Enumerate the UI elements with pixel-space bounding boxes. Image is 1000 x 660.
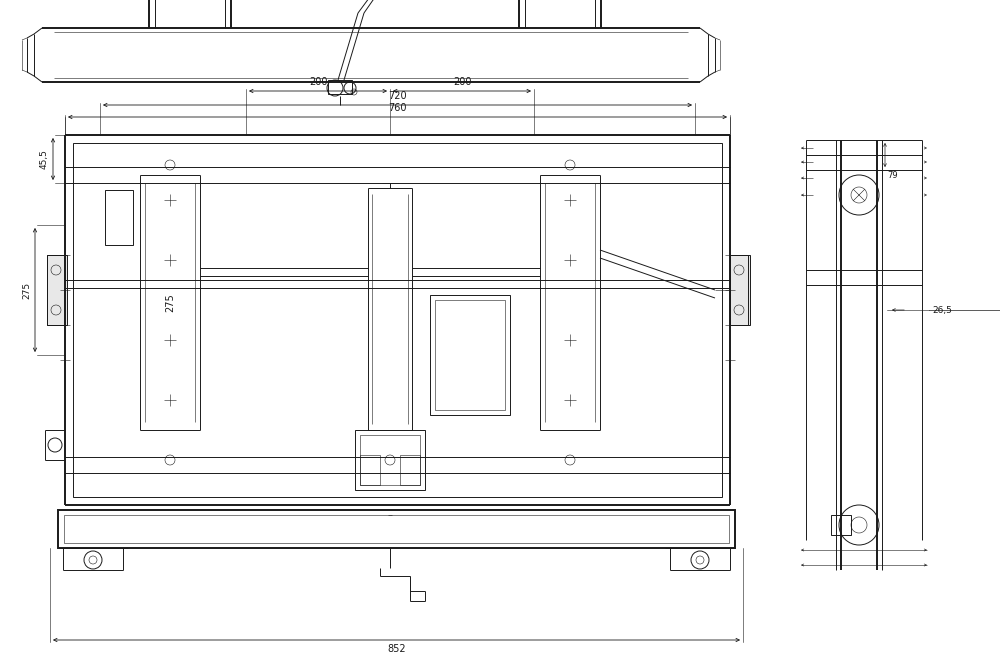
Bar xyxy=(360,455,380,485)
Bar xyxy=(831,515,851,535)
Bar xyxy=(73,143,722,497)
Bar xyxy=(47,255,67,325)
Text: 760: 760 xyxy=(388,103,407,113)
Text: 275: 275 xyxy=(22,281,31,298)
Bar xyxy=(105,190,133,245)
Text: 200: 200 xyxy=(453,77,471,87)
Bar xyxy=(64,515,729,543)
Text: 45,5: 45,5 xyxy=(40,149,49,169)
Text: 79: 79 xyxy=(887,170,898,180)
Text: 720: 720 xyxy=(388,91,407,101)
Bar xyxy=(400,455,420,485)
Bar xyxy=(328,80,352,94)
Text: 26,5: 26,5 xyxy=(932,306,952,315)
Bar xyxy=(730,255,750,325)
Text: 275: 275 xyxy=(165,293,175,312)
Bar xyxy=(435,300,505,410)
Text: 200: 200 xyxy=(309,77,327,87)
Bar xyxy=(360,435,420,485)
Bar xyxy=(430,295,510,415)
Bar xyxy=(58,510,735,548)
Bar xyxy=(355,430,425,490)
Text: 852: 852 xyxy=(387,644,406,654)
